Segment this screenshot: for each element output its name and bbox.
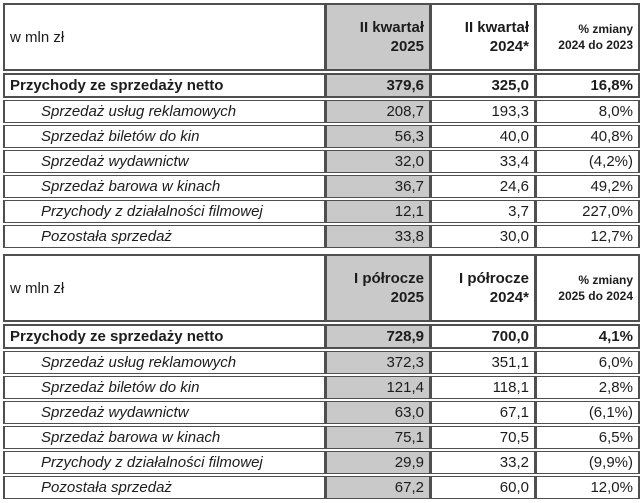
value-previous: 67,1 — [430, 401, 535, 424]
col-header-line: II kwartał — [359, 19, 424, 36]
row-label: Sprzedaż barowa w kinach — [3, 426, 325, 449]
table-row: Sprzedaż barowa w kinach 36,7 24,6 49,2% — [3, 175, 640, 198]
value-current: 56,3 — [325, 125, 430, 148]
value-current: 372,3 — [325, 351, 430, 374]
value-previous: 351,1 — [430, 351, 535, 374]
value-change: 6,0% — [535, 351, 640, 374]
col-header-line: I półrocze — [458, 270, 529, 287]
table-row: Pozostała sprzedaż 67,2 60,0 12,0% — [3, 476, 640, 499]
table-header-row: w mln zł II kwartał 2025 II kwartał 2024… — [3, 3, 640, 71]
col-header-change-percent: % zmiany 2024 do 2023 — [535, 3, 640, 71]
value-previous: 700,0 — [430, 324, 535, 349]
value-change: (9,9%) — [535, 451, 640, 474]
row-label: Sprzedaż wydawnictw — [3, 150, 325, 173]
col-header-previous-period: II kwartał 2024* — [430, 3, 535, 71]
value-previous: 33,2 — [430, 451, 535, 474]
col-header-current-period: I półrocze 2025 — [325, 254, 430, 322]
value-change: 4,1% — [535, 324, 640, 349]
value-current: 29,9 — [325, 451, 430, 474]
row-label: Sprzedaż biletów do kin — [3, 376, 325, 399]
value-current: 121,4 — [325, 376, 430, 399]
col-header-line: 2024* — [489, 289, 529, 306]
row-label: Przychody ze sprzedaży netto — [3, 73, 325, 98]
value-change: 49,2% — [535, 175, 640, 198]
value-current: 63,0 — [325, 401, 430, 424]
row-label: Sprzedaż usług reklamowych — [3, 100, 325, 123]
table-row: Sprzedaż barowa w kinach 75,1 70,5 6,5% — [3, 426, 640, 449]
value-current: 379,6 — [325, 73, 430, 98]
value-change: 8,0% — [535, 100, 640, 123]
quarterly-results-table: w mln zł II kwartał 2025 II kwartał 2024… — [3, 1, 640, 250]
table-row: Sprzedaż usług reklamowych 208,7 193,3 8… — [3, 100, 640, 123]
value-change: 6,5% — [535, 426, 640, 449]
table-row: Pozostała sprzedaż 33,8 30,0 12,7% — [3, 225, 640, 248]
table-row: Sprzedaż wydawnictw 63,0 67,1 (6,1%) — [3, 401, 640, 424]
row-label: Sprzedaż wydawnictw — [3, 401, 325, 424]
row-label: Sprzedaż biletów do kin — [3, 125, 325, 148]
col-header-line: % zmiany — [578, 273, 633, 287]
value-previous: 60,0 — [430, 476, 535, 499]
col-header-current-period: II kwartał 2025 — [325, 3, 430, 71]
row-label: Przychody z działalności filmowej — [3, 200, 325, 223]
row-label: Pozostała sprzedaż — [3, 225, 325, 248]
row-label: Pozostała sprzedaż — [3, 476, 325, 499]
table-row: Sprzedaż wydawnictw 32,0 33,4 (4,2%) — [3, 150, 640, 173]
half-year-results-table: w mln zł I półrocze 2025 I półrocze 2024… — [3, 252, 640, 501]
col-header-line: % zmiany — [578, 22, 633, 36]
value-current: 32,0 — [325, 150, 430, 173]
table-row-total: Przychody ze sprzedaży netto 728,9 700,0… — [3, 324, 640, 349]
table-row: Sprzedaż biletów do kin 121,4 118,1 2,8% — [3, 376, 640, 399]
col-header-previous-period: I półrocze 2024* — [430, 254, 535, 322]
value-previous: 193,3 — [430, 100, 535, 123]
value-previous: 33,4 — [430, 150, 535, 173]
value-current: 12,1 — [325, 200, 430, 223]
value-change: (4,2%) — [535, 150, 640, 173]
col-header-line: 2025 do 2024 — [558, 289, 633, 303]
value-change: (6,1%) — [535, 401, 640, 424]
value-change: 16,8% — [535, 73, 640, 98]
table-row: Przychody z działalności filmowej 12,1 3… — [3, 200, 640, 223]
row-label: Przychody ze sprzedaży netto — [3, 324, 325, 349]
value-current: 36,7 — [325, 175, 430, 198]
value-previous: 118,1 — [430, 376, 535, 399]
value-previous: 325,0 — [430, 73, 535, 98]
col-header-change-percent: % zmiany 2025 do 2024 — [535, 254, 640, 322]
value-current: 33,8 — [325, 225, 430, 248]
col-header-line: 2025 — [390, 289, 424, 306]
table-row-total: Przychody ze sprzedaży netto 379,6 325,0… — [3, 73, 640, 98]
col-header-line: 2024* — [489, 38, 529, 55]
row-label: Przychody z działalności filmowej — [3, 451, 325, 474]
value-previous: 3,7 — [430, 200, 535, 223]
value-change: 12,7% — [535, 225, 640, 248]
value-current: 67,2 — [325, 476, 430, 499]
unit-label: w mln zł — [3, 254, 325, 322]
table-row: Sprzedaż biletów do kin 56,3 40,0 40,8% — [3, 125, 640, 148]
col-header-line: 2025 — [390, 38, 424, 55]
table-row: Przychody z działalności filmowej 29,9 3… — [3, 451, 640, 474]
col-header-line: 2024 do 2023 — [558, 38, 633, 52]
value-change: 40,8% — [535, 125, 640, 148]
value-previous: 30,0 — [430, 225, 535, 248]
unit-label: w mln zł — [3, 3, 325, 71]
col-header-line: I półrocze — [353, 270, 424, 287]
value-current: 208,7 — [325, 100, 430, 123]
value-change: 227,0% — [535, 200, 640, 223]
value-previous: 40,0 — [430, 125, 535, 148]
row-label: Sprzedaż barowa w kinach — [3, 175, 325, 198]
col-header-line: II kwartał — [464, 19, 529, 36]
value-current: 75,1 — [325, 426, 430, 449]
row-label: Sprzedaż usług reklamowych — [3, 351, 325, 374]
value-change: 12,0% — [535, 476, 640, 499]
value-previous: 70,5 — [430, 426, 535, 449]
table-header-row: w mln zł I półrocze 2025 I półrocze 2024… — [3, 254, 640, 322]
value-current: 728,9 — [325, 324, 430, 349]
table-row: Sprzedaż usług reklamowych 372,3 351,1 6… — [3, 351, 640, 374]
value-change: 2,8% — [535, 376, 640, 399]
value-previous: 24,6 — [430, 175, 535, 198]
